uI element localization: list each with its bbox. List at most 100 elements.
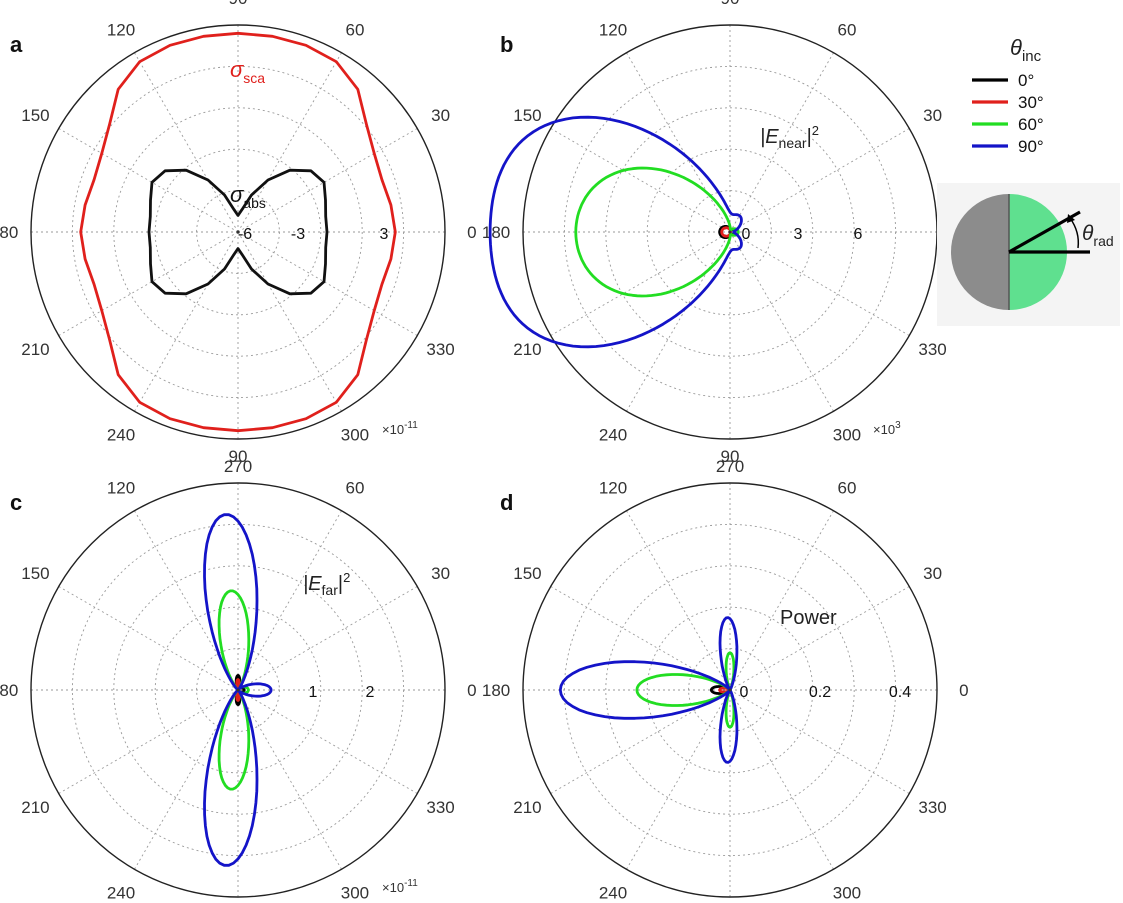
panel-b: b0306090120150180210240270300330036×103|…: [482, 0, 969, 476]
grid-spoke: [58, 586, 239, 691]
angle-label: 180: [482, 681, 510, 700]
angle-label: 120: [599, 20, 627, 39]
legend-label: 30°: [1018, 93, 1044, 112]
angle-label: 270: [716, 457, 744, 476]
angle-label: 240: [107, 884, 135, 903]
angle-label: 150: [21, 106, 49, 125]
angle-label: 30: [431, 564, 450, 583]
legend-label: 60°: [1018, 115, 1044, 134]
metal-hemisphere: [951, 194, 1009, 310]
legend: θinc 0° 30° 60° 90°: [972, 35, 1044, 156]
angle-label: 180: [0, 681, 18, 700]
radial-tick-label: 3: [380, 226, 389, 243]
grid-spoke: [729, 231, 834, 412]
series-a-0: [79, 31, 397, 433]
origin-point: [236, 230, 240, 234]
legend-label: 0°: [1018, 71, 1034, 90]
grid-spoke: [237, 231, 418, 336]
grid-spoke: [729, 128, 910, 233]
angle-label: 210: [513, 798, 541, 817]
axis-multiplier: ×103: [873, 420, 901, 437]
series-b-2: [574, 166, 740, 298]
radial-tick-label: 3: [794, 226, 803, 243]
angle-label: 330: [918, 798, 946, 817]
angle-label: 120: [107, 478, 135, 497]
angle-label: 330: [918, 340, 946, 359]
inset-diagram: θrad: [937, 183, 1120, 326]
angle-label: 300: [341, 426, 369, 445]
angle-label: 90: [721, 447, 740, 466]
grid-spoke: [729, 510, 834, 691]
radial-tick-label: -3: [291, 226, 305, 243]
angle-label: 240: [599, 884, 627, 903]
angle-label: 0: [959, 681, 968, 700]
angle-label: 0: [467, 681, 476, 700]
grid-spoke: [237, 586, 418, 691]
legend-label: 90°: [1018, 137, 1044, 156]
annotation: σabs: [230, 182, 266, 211]
panel-c: c 0 30 60 90 120 150 180 210 240 270 300 330 1 2 ×10-11…: [0, 447, 477, 903]
grid-ring: [605, 565, 855, 815]
angle-label: 90: [721, 0, 740, 8]
radial-tick-label: 0.2: [809, 684, 831, 701]
angle-label: 90: [229, 0, 248, 8]
angle-label: 240: [599, 426, 627, 445]
origin-point: [236, 688, 240, 692]
grid-spoke: [237, 128, 418, 233]
grid-spoke: [626, 231, 731, 412]
panel-d: d 0 30 60 90 120 150 180 210 240 270 300 330 0 0.2 0.4 P…: [482, 447, 969, 903]
legend-title: θinc: [1010, 35, 1042, 65]
grid-ring: [113, 107, 363, 357]
angle-label: 300: [341, 884, 369, 903]
origin-point: [728, 688, 732, 692]
legend-entries: 0° 30° 60° 90°: [972, 71, 1044, 156]
angle-label: 120: [107, 20, 135, 39]
radial-tick-label: 1: [309, 684, 318, 701]
angle-label: 60: [837, 478, 856, 497]
angle-label: 150: [21, 564, 49, 583]
grid-spoke: [58, 231, 239, 336]
angle-label: 180: [0, 223, 18, 242]
angle-label: 60: [345, 478, 364, 497]
series-a-1: [147, 168, 329, 296]
angle-label: 300: [833, 426, 861, 445]
annotation: |Efar|2: [303, 570, 350, 598]
grid-ring: [154, 606, 322, 774]
grid-spoke: [729, 231, 910, 336]
angle-label: 30: [923, 106, 942, 125]
angle-label: 150: [513, 106, 541, 125]
angle-label: 90: [229, 447, 248, 466]
angle-label: 330: [426, 798, 454, 817]
angle-label: 60: [345, 20, 364, 39]
radial-tick-label: 0: [740, 684, 749, 701]
annotation: Power: [780, 607, 837, 629]
origin-point: [728, 230, 732, 234]
panel-letter: b: [500, 32, 513, 57]
angle-label: 0: [467, 223, 476, 242]
series-b-3: [488, 115, 743, 349]
grid-ring: [154, 148, 322, 316]
grid-spoke: [58, 689, 239, 794]
panel-letter: a: [10, 32, 23, 57]
outer-ring: [30, 482, 446, 898]
grid-ring: [113, 565, 363, 815]
radial-tick-label: 2: [366, 684, 375, 701]
grid-spoke: [237, 689, 418, 794]
outer-ring: [522, 482, 938, 898]
angle-label: 210: [513, 340, 541, 359]
angle-label: 330: [426, 340, 454, 359]
angle-label: 240: [107, 426, 135, 445]
angle-label: 210: [21, 798, 49, 817]
grid-spoke: [729, 586, 910, 691]
outer-ring: [30, 24, 446, 440]
annotation: σsca: [230, 57, 265, 86]
grid-spoke: [729, 689, 910, 794]
angle-label: 300: [833, 884, 861, 903]
angle-arrowhead: [1067, 214, 1075, 223]
angle-label: 210: [21, 340, 49, 359]
radial-tick-label: 0.4: [889, 684, 911, 701]
grid-spoke: [237, 510, 342, 691]
axis-multiplier: ×10-11: [382, 420, 418, 437]
grid-ring: [605, 107, 855, 357]
